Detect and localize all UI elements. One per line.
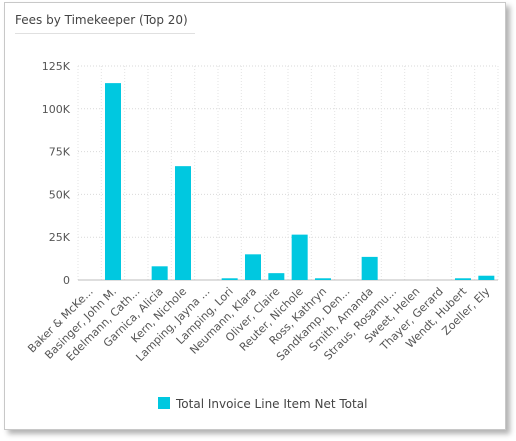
bar[interactable] [291,234,308,280]
bar[interactable] [361,256,378,280]
bar[interactable] [175,166,191,280]
bar[interactable] [151,266,168,280]
bar[interactable] [315,278,331,280]
bar[interactable] [105,83,121,281]
chart-card: Fees by Timekeeper (Top 20) [4,2,506,430]
y-tick-label: 100K [42,103,71,116]
bar[interactable] [268,273,285,280]
legend-swatch [158,397,170,409]
bar[interactable] [245,254,261,280]
bar[interactable] [478,275,495,280]
legend-label: Total Invoice Line Item Net Total [175,397,367,411]
chart-title: Fees by Timekeeper (Top 20) [15,13,195,34]
y-tick-label: 0 [63,274,70,287]
y-tick-label: 125K [42,60,71,73]
y-tick-label: 50K [49,188,71,201]
y-tick-label: 25K [49,231,71,244]
bar[interactable] [221,278,238,280]
bar[interactable] [455,278,471,280]
y-tick-label: 75K [49,146,71,159]
